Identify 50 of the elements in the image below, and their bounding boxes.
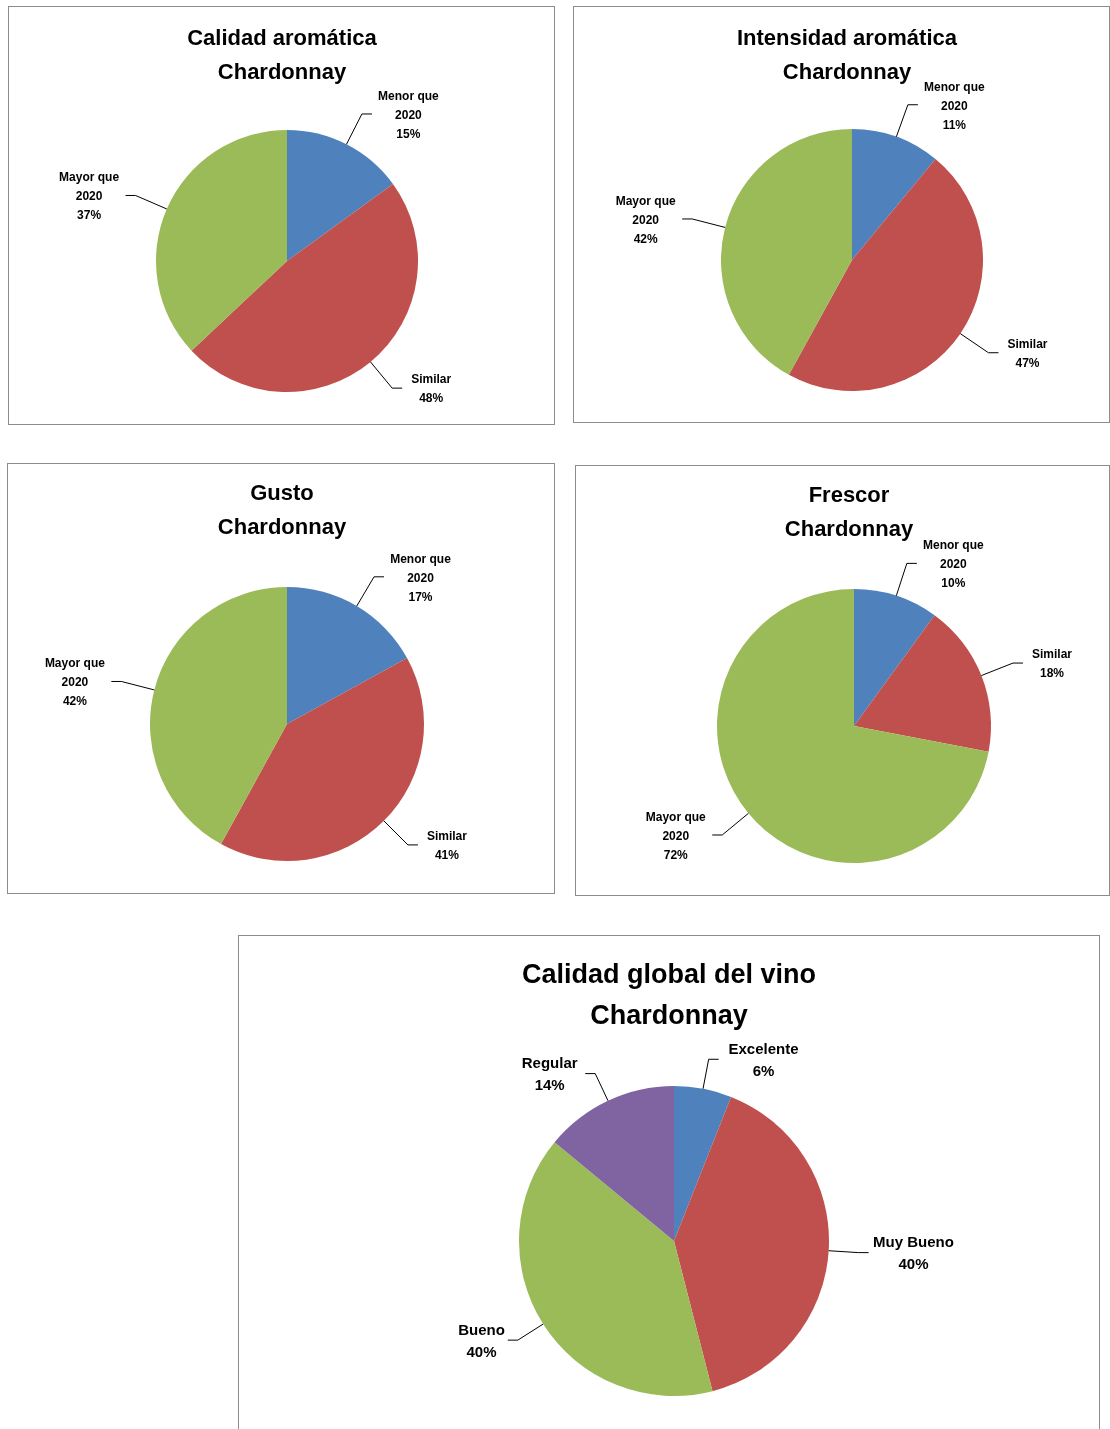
data-label: 37% [77, 208, 102, 223]
chart-title: Calidad global del vino Chardonnay [520, 958, 817, 1032]
chart-title: Calidad aromática Chardonnay [186, 24, 378, 86]
slice-label: Similar [426, 829, 468, 844]
pie-slice [852, 129, 936, 260]
slice-label: Muy Bueno [873, 1233, 954, 1251]
slice-label: Similar [1032, 647, 1073, 662]
slice-label: Similar [411, 372, 452, 387]
data-label: 42% [62, 694, 88, 709]
slice-label: Bueno [458, 1320, 505, 1338]
data-label: 14% [534, 1076, 565, 1094]
data-label: 10% [941, 576, 966, 591]
data-label: 15% [396, 126, 421, 141]
slice-label: Mayor que 2020 [615, 193, 677, 227]
pie-slice [156, 130, 287, 351]
pie-slice [519, 1142, 713, 1396]
pie-slice [717, 589, 989, 863]
data-label: 40% [898, 1255, 929, 1273]
slice-label: Menor que 2020 [378, 88, 440, 122]
data-label: 11% [942, 117, 967, 132]
data-label: 41% [434, 848, 460, 863]
data-label: 42% [633, 231, 659, 246]
data-label: 17% [408, 589, 433, 604]
slice-label: Mayor que 2020 [645, 809, 707, 843]
slice-label: Menor que 2020 [924, 79, 986, 113]
pie-slice [674, 1086, 732, 1241]
data-label: 18% [1040, 666, 1065, 681]
pie-slice [854, 589, 935, 726]
slice-label: Menor que 2020 [390, 551, 452, 585]
slice-label: Mayor que 2020 [44, 656, 106, 690]
data-label: 72% [663, 847, 689, 862]
pie-slice [674, 1096, 829, 1392]
pie-slice [788, 159, 983, 391]
pie-slice [287, 130, 393, 261]
data-label: 47% [1015, 355, 1040, 370]
pie-slice [721, 129, 852, 375]
slice-label: Regular [521, 1054, 578, 1072]
chart-title: Gusto Chardonnay [216, 479, 348, 541]
chart-title: Frescor Chardonnay [783, 481, 915, 541]
slice-label: Excelente [728, 1039, 799, 1057]
data-label: 6% [752, 1061, 775, 1079]
pie-slice [287, 587, 408, 724]
slice-label: Menor que 2020 [922, 538, 984, 572]
pie-slice [150, 587, 287, 845]
pie-slice [221, 658, 424, 861]
data-label: 48% [419, 391, 444, 406]
slice-label: Mayor que 2020 [59, 170, 120, 204]
data-label: 40% [466, 1342, 497, 1360]
slice-label: Similar [1007, 336, 1048, 351]
pie-slice [854, 615, 991, 752]
